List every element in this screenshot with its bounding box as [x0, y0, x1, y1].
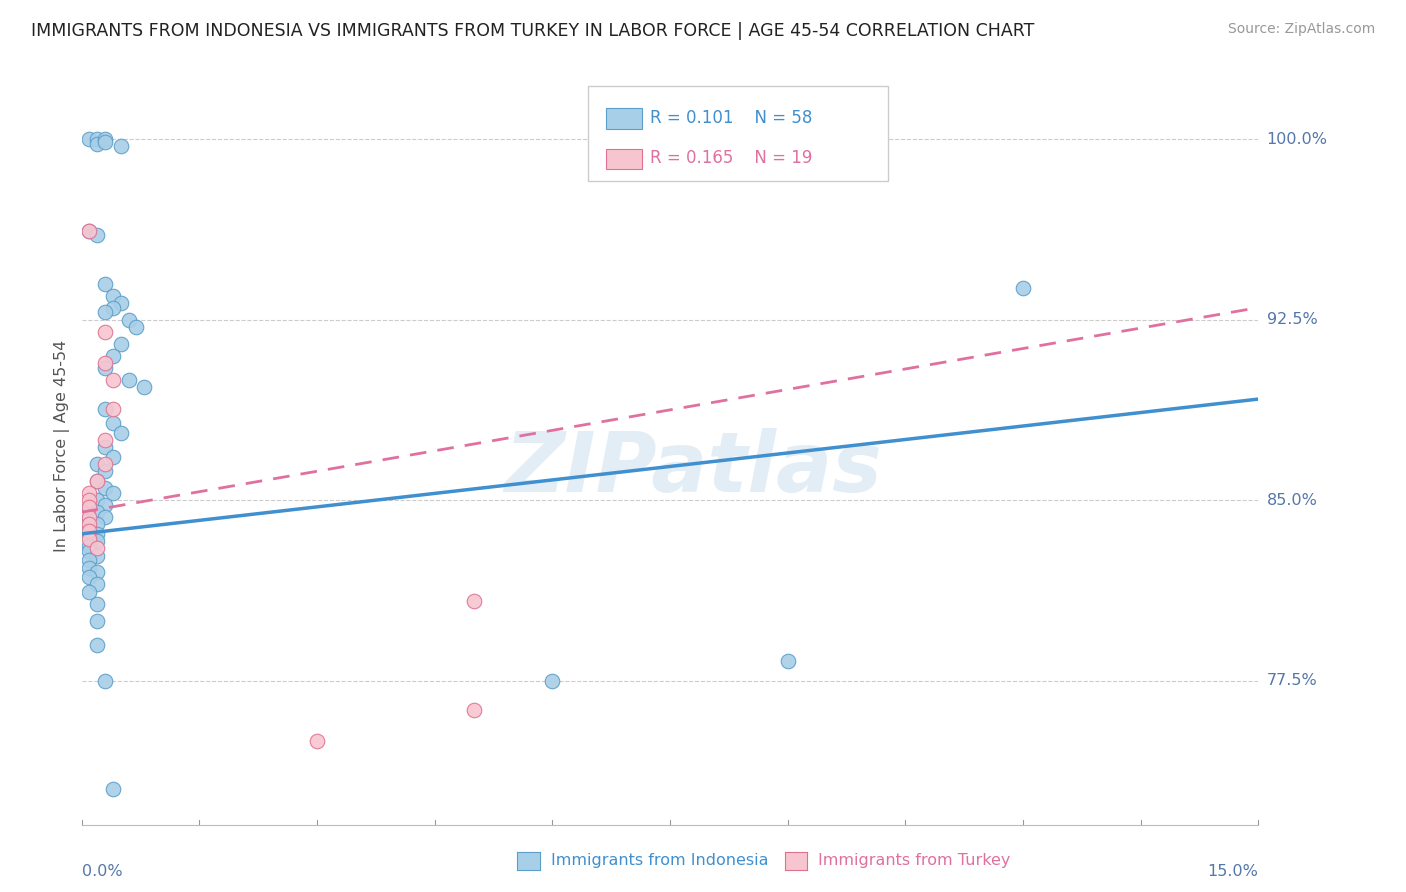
Point: [79, 532, 101, 546]
Point: [94, 356, 117, 370]
Point: [79, 223, 101, 237]
Point: [86, 517, 108, 532]
Text: R = 0.165    N = 19: R = 0.165 N = 19: [650, 149, 813, 167]
Point: [79, 517, 101, 532]
Point: [79, 512, 101, 526]
Point: [117, 312, 139, 326]
Point: [86, 638, 108, 652]
Point: [110, 139, 132, 153]
Text: Source: ZipAtlas.com: Source: ZipAtlas.com: [1227, 22, 1375, 37]
Point: [86, 526, 108, 541]
Text: 15.0%: 15.0%: [1208, 864, 1258, 879]
Point: [86, 136, 108, 151]
Point: [86, 534, 108, 549]
Point: [101, 401, 124, 416]
Point: [94, 457, 117, 471]
Point: [79, 560, 101, 574]
Point: [79, 553, 101, 567]
Text: Immigrants from Indonesia: Immigrants from Indonesia: [551, 854, 769, 868]
Point: [86, 566, 108, 580]
Point: [79, 543, 101, 558]
Point: [101, 486, 124, 500]
Point: [110, 425, 132, 440]
Point: [94, 325, 117, 339]
Point: [79, 529, 101, 543]
Point: [776, 655, 799, 669]
Point: [94, 401, 117, 416]
FancyBboxPatch shape: [588, 86, 887, 180]
Point: [79, 486, 101, 500]
Text: ZIPatlas: ZIPatlas: [505, 428, 883, 509]
Point: [110, 336, 132, 351]
Point: [94, 481, 117, 495]
Point: [94, 277, 117, 291]
Point: [86, 474, 108, 488]
Point: [305, 734, 328, 748]
Point: [86, 493, 108, 508]
Point: [94, 440, 117, 454]
Text: 0.0%: 0.0%: [82, 864, 122, 879]
Point: [86, 132, 108, 146]
Y-axis label: In Labor Force | Age 45-54: In Labor Force | Age 45-54: [55, 340, 70, 552]
Point: [79, 584, 101, 599]
Point: [463, 702, 485, 716]
Point: [463, 594, 485, 608]
Point: [110, 295, 132, 310]
Point: [86, 614, 108, 628]
Point: [134, 380, 156, 394]
Point: [79, 524, 101, 539]
Point: [101, 782, 124, 797]
Point: [86, 228, 108, 243]
Point: [94, 498, 117, 512]
Text: 92.5%: 92.5%: [1267, 312, 1317, 327]
Text: 85.0%: 85.0%: [1267, 492, 1317, 508]
Point: [541, 673, 564, 688]
Point: [94, 132, 117, 146]
Text: IMMIGRANTS FROM INDONESIA VS IMMIGRANTS FROM TURKEY IN LABOR FORCE | AGE 45-54 C: IMMIGRANTS FROM INDONESIA VS IMMIGRANTS …: [31, 22, 1035, 40]
Point: [79, 223, 101, 237]
Point: [94, 510, 117, 524]
Text: 100.0%: 100.0%: [1267, 132, 1327, 146]
Point: [101, 288, 124, 302]
FancyBboxPatch shape: [606, 149, 641, 169]
Point: [86, 541, 108, 556]
Point: [79, 539, 101, 553]
Point: [101, 450, 124, 464]
Point: [125, 319, 148, 334]
Point: [86, 577, 108, 591]
Point: [79, 493, 101, 508]
Point: [94, 673, 117, 688]
Text: R = 0.101    N = 58: R = 0.101 N = 58: [650, 109, 813, 127]
Point: [117, 373, 139, 387]
Point: [79, 510, 101, 524]
Point: [86, 597, 108, 611]
Point: [79, 570, 101, 584]
Point: [79, 132, 101, 146]
Point: [94, 135, 117, 149]
Point: [79, 500, 101, 515]
Point: [86, 474, 108, 488]
Point: [94, 464, 117, 478]
Point: [101, 349, 124, 363]
Point: [86, 549, 108, 563]
Point: [79, 522, 101, 536]
Point: [86, 457, 108, 471]
Point: [94, 305, 117, 319]
Text: 77.5%: 77.5%: [1267, 673, 1317, 689]
FancyBboxPatch shape: [606, 109, 641, 129]
Point: [1012, 281, 1035, 295]
Point: [79, 500, 101, 515]
Point: [101, 373, 124, 387]
Point: [101, 416, 124, 430]
Point: [86, 505, 108, 519]
Text: Immigrants from Turkey: Immigrants from Turkey: [818, 854, 1011, 868]
Point: [94, 360, 117, 375]
Point: [101, 301, 124, 315]
Point: [94, 433, 117, 447]
